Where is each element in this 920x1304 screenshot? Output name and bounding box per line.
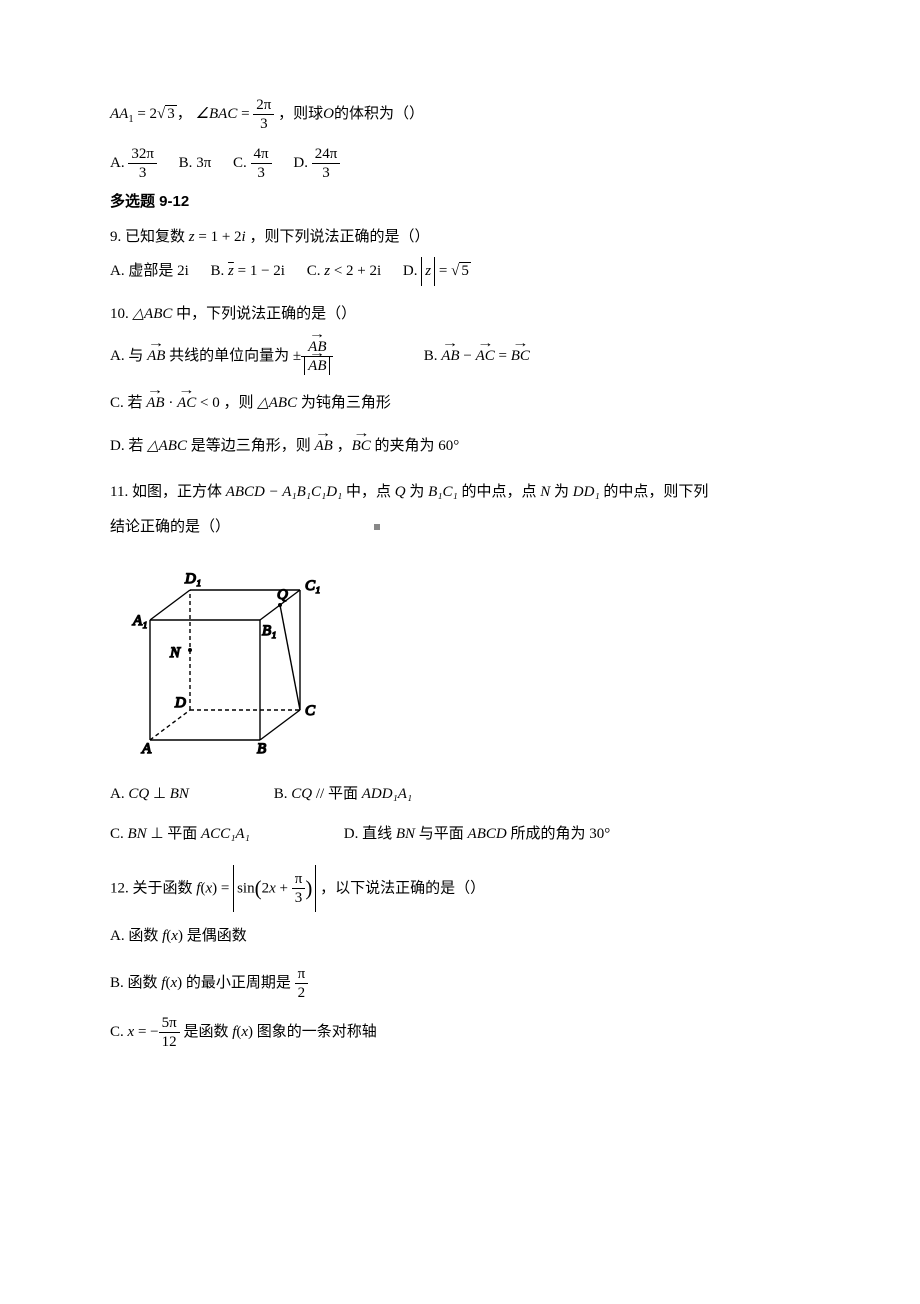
lbl-b: B (257, 741, 266, 755)
q10-opt-c[interactable]: C. 若 AB · AC < 0 ，则 △ABC 为钝角三角形 (110, 389, 810, 418)
q8-stem-continued: AA1 = 23， ∠BAC = 2π3 ，则球O的体积为（） (110, 96, 810, 133)
q8-opt-b[interactable]: B. 3π (179, 149, 212, 178)
lbl-n: N (169, 645, 181, 661)
q10-opt-b[interactable]: B. AB − AC = BC (424, 348, 530, 364)
q11-stem-line2: 结论正确的是（） (110, 513, 810, 542)
q9-options: A. 虚部是 2i B. z = 1 − 2i C. z < 2 + 2i D.… (110, 257, 810, 286)
q8-options: A. 32π3 B. 3π C. 4π3 D. 24π3 (110, 145, 810, 182)
q11-opt-b[interactable]: B. CQ // 平面 ADD₁A₁ (274, 786, 412, 802)
lbl-d1: D₁ (184, 571, 201, 587)
q11-row-ab: A. CQ ⊥ BN B. CQ // 平面 ADD₁A₁ (110, 780, 810, 809)
lbl-q: Q (277, 587, 288, 603)
lbl-a: A (141, 741, 152, 755)
lbl-d: D (174, 695, 186, 711)
cube-svg: D₁ C₁ A₁ B₁ Q N D C A B (130, 555, 340, 755)
comma1: ， (177, 106, 192, 122)
q9-stem: 9. 已知复数 z = 1 + 2i ，则下列说法正确的是（） (110, 223, 810, 252)
q10-row-ab: A. 与 AB 共线的单位向量为 ±ABAB B. AB − AC = BC (110, 338, 810, 375)
frac-2pi-3: 2π3 (253, 96, 274, 133)
q10-opt-d[interactable]: D. 若 △ABC 是等边三角形，则 AB ，BC 的夹角为 60° (110, 432, 810, 461)
q11-opt-a[interactable]: A. CQ ⊥ BN (110, 780, 270, 809)
eq1-sqrt: 3 (157, 100, 177, 129)
lbl-a1: A₁ (132, 613, 147, 629)
eq1-lhs: AA (110, 106, 128, 122)
q8-opt-a[interactable]: A. 32π3 (110, 145, 157, 182)
lbl-b1: B₁ (262, 623, 276, 639)
q8-opt-c[interactable]: C. 4π3 (233, 145, 272, 182)
comma2: ，则球 (274, 106, 323, 122)
angle-bac: ∠BAC (196, 106, 238, 122)
q9-opt-a[interactable]: A. 虚部是 2i (110, 257, 189, 286)
q11-row-cd: C. BN ⊥ 平面 ACC₁A₁ D. 直线 BN 与平面 ABCD 所成的角… (110, 820, 810, 849)
section-header: 多选题 9-12 (110, 188, 810, 217)
q11-figure: D₁ C₁ A₁ B₁ Q N D C A B (130, 555, 810, 766)
q11-opt-c[interactable]: C. BN ⊥ 平面 ACC₁A₁ (110, 820, 340, 849)
q10-opt-a[interactable]: A. 与 AB 共线的单位向量为 ±ABAB (110, 338, 420, 375)
lbl-c1: C₁ (305, 578, 320, 594)
q12-opt-b[interactable]: B. 函数 f(x) 的最小正周期是 π2 (110, 965, 810, 1002)
q12-stem: 12. 关于函数 f(x) = sin(2x + π3) ，以下说法正确的是（） (110, 865, 810, 913)
q12-opt-c[interactable]: C. x = −5π12 是函数 f(x) 图象的一条对称轴 (110, 1014, 810, 1051)
q9-opt-c[interactable]: C. z < 2 + 2i (307, 257, 381, 286)
q9-opt-b[interactable]: B. z = 1 − 2i (211, 257, 285, 286)
q11-opt-d[interactable]: D. 直线 BN 与平面 ABCD 所成的角为 30° (344, 826, 610, 842)
q8-opt-d[interactable]: D. 24π3 (293, 145, 340, 182)
q8-tail: 的体积为（） (334, 106, 424, 122)
sphere-o: O (323, 106, 334, 122)
q10-stem: 10. △ABC 中，下列说法正确的是（） (110, 300, 810, 329)
q9-opt-d[interactable]: D. z = 5 (403, 257, 471, 286)
lbl-c: C (305, 703, 316, 719)
eq1-eq: = 2 (134, 106, 157, 122)
q12-opt-a[interactable]: A. 函数 f(x) 是偶函数 (110, 922, 810, 951)
marker-icon (374, 524, 380, 530)
eq2-eq: = (237, 106, 253, 122)
q11-stem: 11. 如图，正方体 ABCD − A₁B₁C₁D₁ 中，点 Q 为 B₁C₁ … (110, 478, 810, 507)
